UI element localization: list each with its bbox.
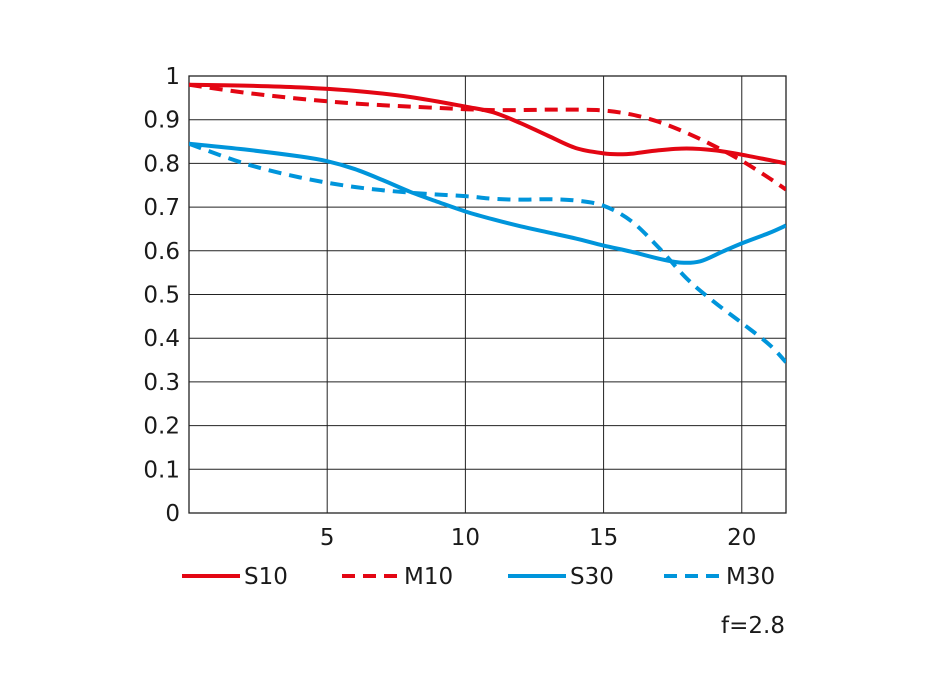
x-tick-label: 10 [451,525,480,551]
legend-label-m10: M10 [404,564,453,590]
x-tick-label: 5 [320,525,335,551]
y-tick-label: 0.4 [143,326,180,352]
y-tick-label: 0.1 [143,457,180,483]
y-tick-label: 0 [165,501,180,527]
x-tick-label: 20 [727,525,756,551]
legend-label-m30: M30 [726,564,775,590]
legend-label-s30: S30 [570,564,614,590]
y-tick-label: 0.8 [143,151,180,177]
y-tick-label: 0.5 [143,283,180,309]
aperture-annotation: f=2.8 [721,613,785,639]
series-layer [189,82,786,364]
legend-label-s10: S10 [244,564,288,590]
y-tick-label: 1 [165,64,180,90]
legend: S10 M10 S30 M30 [182,564,775,590]
x-tick-label: 15 [589,525,618,551]
y-tick-label: 0.3 [143,370,180,396]
series-s30-line [189,141,786,265]
y-tick-label: 0.7 [143,195,180,221]
y-tick-labels: 0 0.1 0.2 0.3 0.4 0.5 0.6 0.7 0.8 0.9 1 [143,64,180,527]
series-s10-line [189,82,786,166]
grid-lines [189,75,786,514]
plot-area-frame [188,75,787,514]
x-tick-labels: 5 10 15 20 [320,525,757,551]
y-tick-label: 0.9 [143,108,180,134]
y-tick-label: 0.6 [143,239,180,265]
y-tick-label: 0.2 [143,414,180,440]
series-m10-line [189,82,786,192]
series-m30-line [189,141,786,364]
